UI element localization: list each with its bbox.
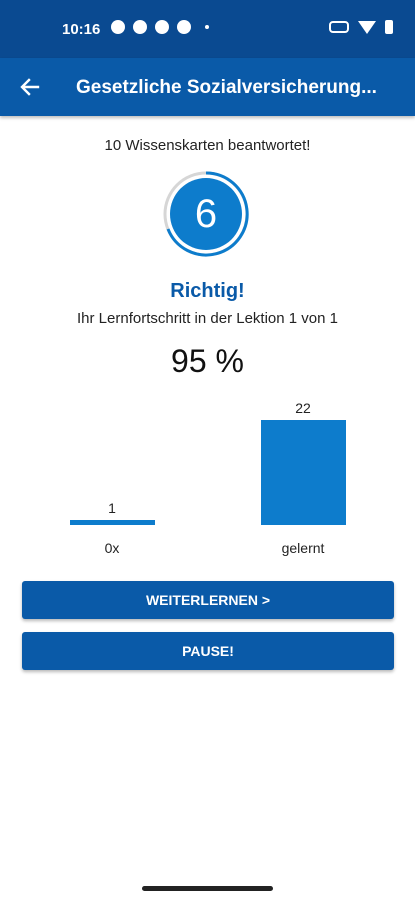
status-bar: 10:16 — [0, 0, 415, 58]
chart-value-label: 1 — [108, 500, 116, 517]
chart-bar — [260, 420, 346, 525]
system-icons — [329, 20, 393, 34]
more-notifications-icon — [205, 25, 209, 29]
progress-text: Ihr Lernfortschritt in der Lektion 1 von… — [77, 310, 338, 327]
android-icon — [155, 20, 169, 34]
result-label: Richtig! — [170, 280, 245, 302]
continue-learning-button[interactable]: WEITERLERNEN > — [22, 581, 394, 619]
page-title: Gesetzliche Sozialversicherung... — [76, 77, 377, 98]
learning-bar-chart: 1 0x 22 gelernt — [0, 390, 415, 570]
vpn-key-icon — [329, 21, 349, 33]
battery-icon — [385, 20, 393, 34]
arrow-left-icon — [20, 78, 40, 96]
notification-icon — [111, 20, 125, 34]
back-button[interactable] — [14, 71, 46, 103]
chart-value-label: 22 — [295, 400, 311, 416]
android-icon — [177, 20, 191, 34]
play-icon — [133, 20, 147, 34]
chart-bar — [69, 520, 155, 525]
wifi-icon — [358, 20, 376, 34]
status-time: 10:16 — [62, 21, 101, 38]
home-handle[interactable] — [142, 886, 273, 891]
answered-count-text: 10 Wissenskarten beantwortet! — [104, 137, 311, 154]
chart-category-label: gelernt — [281, 540, 325, 556]
pause-button[interactable]: PAUSE! — [22, 632, 394, 670]
correct-count: 6 — [194, 192, 218, 236]
navigation-bar — [0, 880, 415, 900]
app-bar: Gesetzliche Sozialversicherung... — [0, 58, 415, 116]
chart-category-label: 0x — [104, 540, 120, 556]
progress-percent: 95 % — [171, 343, 244, 379]
notification-icons — [111, 20, 209, 34]
score-ring: 6 — [163, 171, 249, 257]
